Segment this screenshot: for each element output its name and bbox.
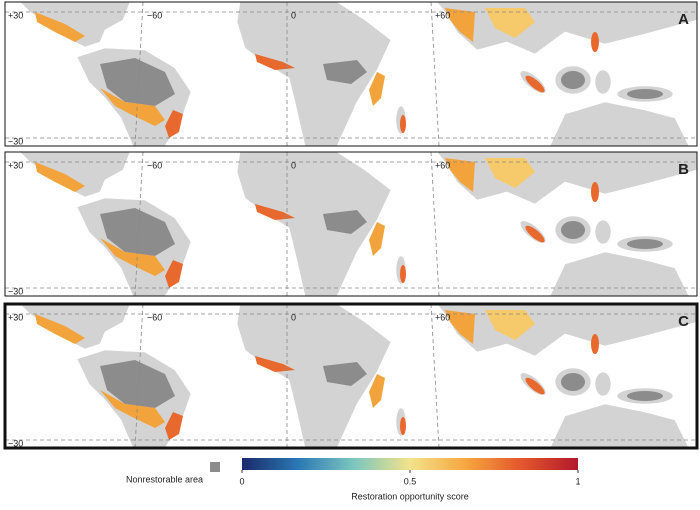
colorbar-title: Restoration opportunity score: [351, 491, 469, 501]
latitude-label: +30: [8, 312, 23, 322]
longitude-label: 0: [291, 160, 296, 170]
map-panel: +30 −30 −60 0 +60 B: [4, 151, 698, 297]
latitude-label: +30: [8, 10, 23, 20]
longitude-line: [430, 1, 440, 147]
longitude-line: [134, 151, 144, 297]
colorbar-tick-label: 1: [575, 476, 580, 486]
longitude-label: +60: [435, 10, 450, 20]
nonrestorable-swatch: [210, 462, 220, 472]
panel-label: B: [678, 161, 689, 178]
longitude-line: [430, 303, 440, 449]
nonrestorable-label: Nonrestorable area: [126, 474, 203, 484]
longitude-line: [134, 303, 144, 449]
longitude-label: 0: [291, 312, 296, 322]
map-panel: +30 −30 −60 0 +60 A: [4, 1, 698, 147]
longitude-line: [134, 1, 144, 147]
longitude-line: [430, 151, 440, 297]
longitude-label: −60: [147, 312, 162, 322]
map-panel: +30 −30 −60 0 +60 C: [3, 302, 699, 450]
panel-label: A: [678, 11, 689, 28]
colorbar-tick-label: 0.5: [404, 476, 417, 486]
panel-label: C: [678, 313, 689, 330]
colorbar: [242, 458, 578, 470]
latitude-label: −30: [8, 136, 23, 146]
latitude-label: −30: [8, 438, 23, 448]
colorbar-tick-label: 0: [239, 476, 244, 486]
longitude-label: 0: [291, 10, 296, 20]
latitude-label: −30: [8, 286, 23, 296]
panel-border: [4, 1, 698, 147]
latitude-label: +30: [8, 160, 23, 170]
longitude-label: +60: [435, 312, 450, 322]
longitude-label: −60: [147, 10, 162, 20]
panel-border: [4, 151, 698, 297]
longitude-label: +60: [435, 160, 450, 170]
panel-border: [3, 302, 699, 450]
longitude-label: −60: [147, 160, 162, 170]
